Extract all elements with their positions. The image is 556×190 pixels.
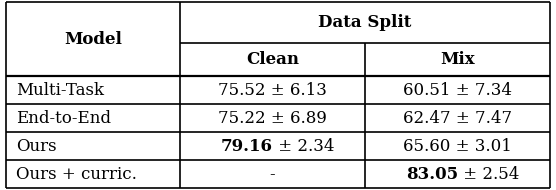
Text: 83.05: 83.05 xyxy=(406,166,458,183)
Text: 79.16: 79.16 xyxy=(221,138,272,155)
Text: ± 2.34: ± 2.34 xyxy=(272,138,334,155)
Text: Ours: Ours xyxy=(17,138,57,155)
Text: -: - xyxy=(270,166,275,183)
Text: 75.22 ± 6.89: 75.22 ± 6.89 xyxy=(218,110,327,127)
Text: Ours + curric.: Ours + curric. xyxy=(17,166,137,183)
Text: Model: Model xyxy=(64,31,122,48)
Text: End-to-End: End-to-End xyxy=(17,110,111,127)
Text: Clean: Clean xyxy=(246,51,299,68)
Text: ± 2.54: ± 2.54 xyxy=(458,166,519,183)
Text: 60.51 ± 7.34: 60.51 ± 7.34 xyxy=(403,82,512,99)
Text: Mix: Mix xyxy=(440,51,475,68)
Text: 65.60 ± 3.01: 65.60 ± 3.01 xyxy=(403,138,512,155)
Text: 75.52 ± 6.13: 75.52 ± 6.13 xyxy=(218,82,327,99)
Text: Data Split: Data Split xyxy=(319,14,412,31)
Text: 62.47 ± 7.47: 62.47 ± 7.47 xyxy=(403,110,513,127)
Text: Multi-Task: Multi-Task xyxy=(17,82,105,99)
